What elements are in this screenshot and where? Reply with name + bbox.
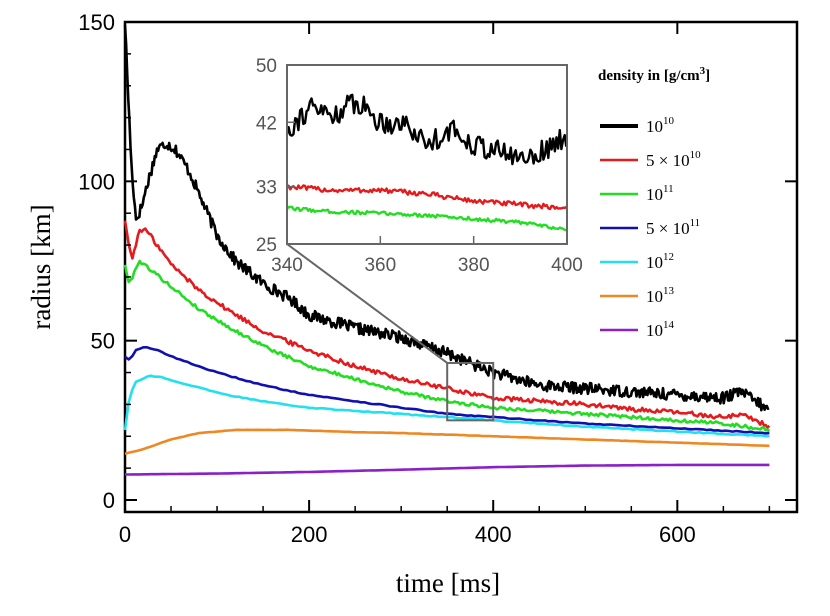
inset-x-tick-label: 360	[364, 255, 396, 276]
legend-label: 5 × 1010	[646, 149, 701, 170]
inset-series-line-10-10	[285, 93, 568, 166]
x-axis-title: time [ms]	[396, 568, 500, 598]
legend-label: 1014	[646, 319, 675, 340]
legend-label: 1010	[646, 115, 675, 136]
legend-entries: 1010 5 × 1010 1011 5 × 1011 1012 1013 1014	[600, 115, 701, 340]
main-axis-ticks: 0 200 400 600 0 50 100 150	[78, 10, 797, 547]
inset-x-tick-label: 380	[458, 255, 490, 276]
legend: density in [g/cm3] 1010 5 × 1010 1011 5 × 1…	[598, 65, 710, 340]
series-line-10-14	[125, 463, 770, 476]
y-axis-title: radius [km]	[26, 204, 56, 329]
y-tick-label: 0	[103, 488, 115, 513]
legend-title: density in [g/cm3]	[598, 65, 710, 84]
inset-y-tick-label: 50	[256, 56, 277, 77]
legend-label: 5 × 1011	[646, 217, 700, 238]
y-tick-label: 100	[78, 169, 115, 194]
zoom-box	[446, 361, 495, 422]
series-line-10-10	[123, 24, 770, 412]
inset-y-tick-label: 33	[256, 178, 277, 199]
inset-series-group	[285, 93, 568, 232]
y-tick-label: 50	[91, 329, 115, 354]
y-tick-label: 150	[78, 10, 115, 35]
x-tick-label: 400	[475, 522, 512, 547]
legend-label: 1012	[646, 251, 674, 272]
inset-frame	[286, 64, 568, 245]
inset-series-line-5x10-10	[286, 184, 567, 211]
main-series-group	[123, 24, 771, 476]
legend-label: 1011	[646, 183, 674, 204]
inset-y-tick-label: 42	[256, 113, 277, 134]
inset-y-tick-label: 25	[256, 235, 277, 256]
inset-series-line-10-11	[286, 205, 567, 232]
x-tick-label: 0	[119, 522, 131, 547]
x-tick-label: 200	[291, 522, 328, 547]
zoom-indicator	[286, 243, 495, 422]
legend-label: 1013	[646, 285, 675, 306]
inset-plot: 340 360 380 400 25 33 42 50	[256, 56, 583, 276]
inset-x-tick-label: 400	[551, 255, 583, 276]
series-line-10-13	[124, 428, 770, 456]
x-tick-label: 600	[659, 522, 696, 547]
zoom-connector	[286, 243, 448, 364]
inset-axis-ticks: 340 360 380 400 25 33 42 50	[256, 56, 583, 276]
inset-x-tick-label: 340	[271, 255, 303, 276]
